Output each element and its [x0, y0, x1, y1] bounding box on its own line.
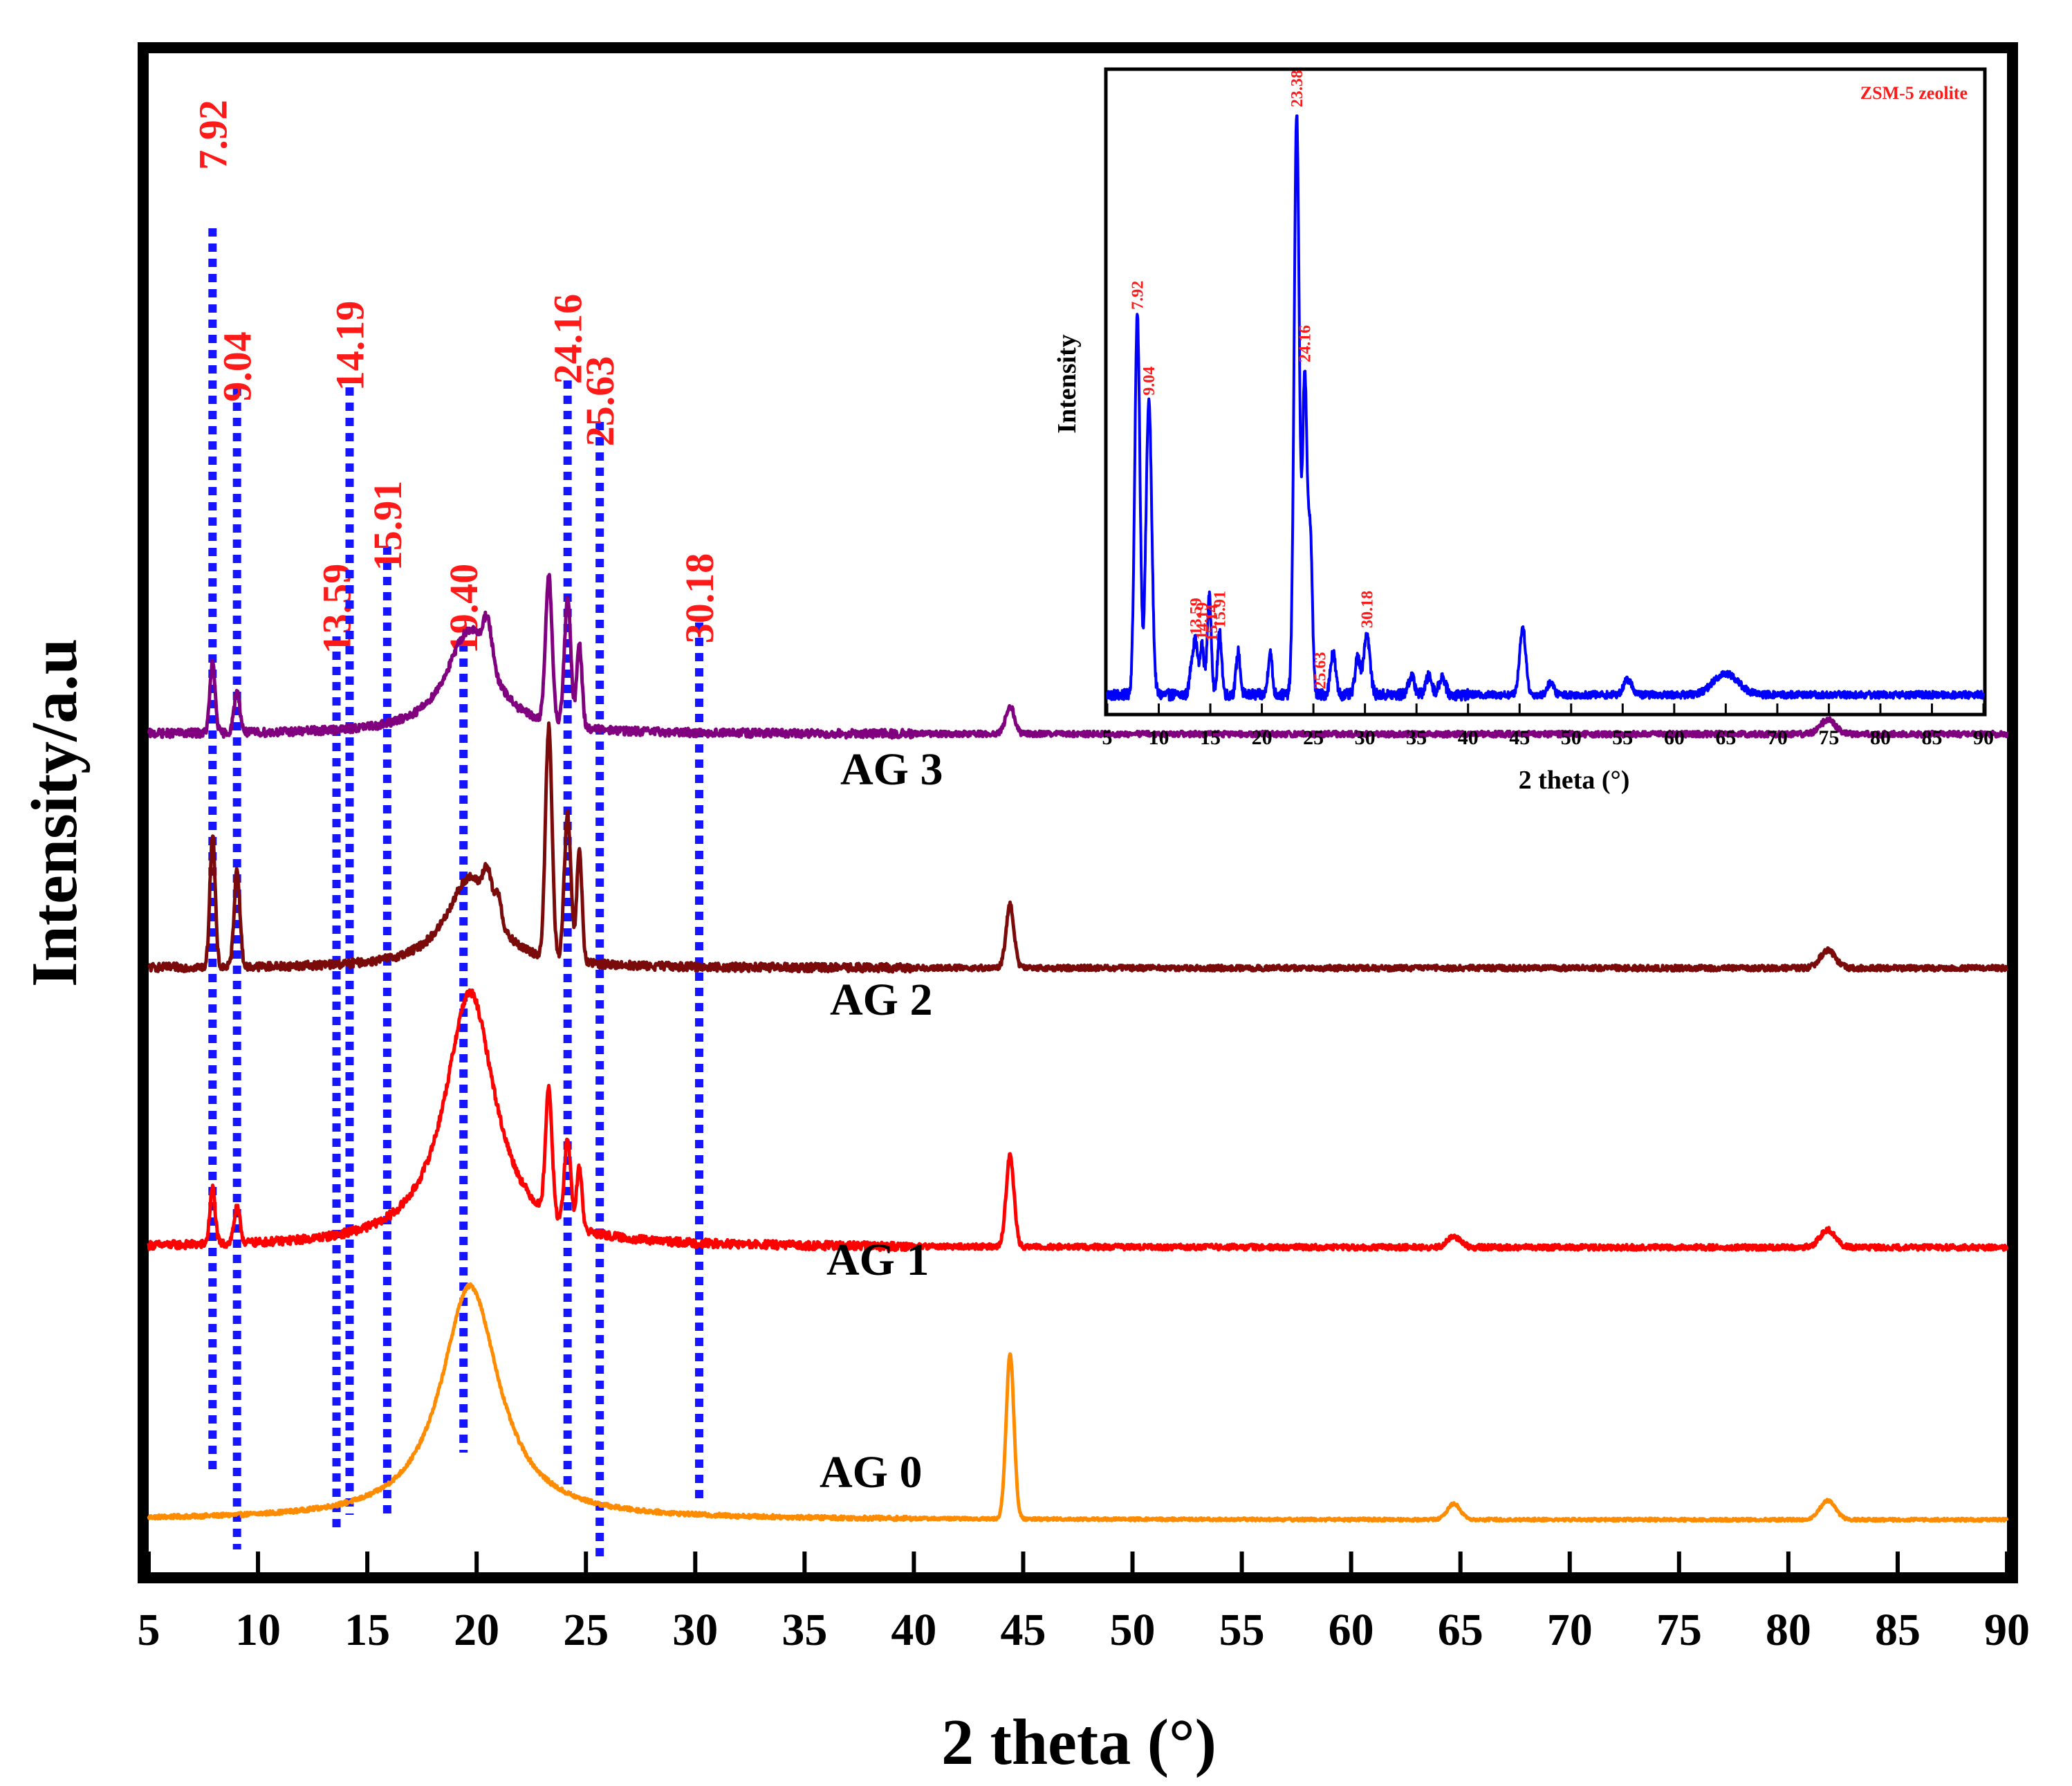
x-tick-label: 5 — [138, 1605, 160, 1655]
series-line-ag-0 — [147, 1282, 2009, 1523]
series-line-ag-1 — [147, 988, 2009, 1253]
x-tick-label: 40 — [891, 1605, 936, 1655]
x-tick-label: 10 — [1149, 726, 1169, 749]
x-tick-label: 60 — [1329, 1605, 1374, 1655]
main-series-group — [147, 573, 2009, 1523]
x-tick-label: 15 — [344, 1605, 390, 1655]
x-tick-label: 65 — [1715, 726, 1736, 749]
inset-peak-label: 13.59 — [1187, 598, 1205, 635]
reference-line-label: 15.91 — [365, 481, 410, 571]
main-plot-frame — [138, 42, 2018, 1583]
x-tick-label: 35 — [781, 1605, 827, 1655]
inset-peak-label: 15.91 — [1212, 591, 1230, 628]
inset-series-group — [1106, 114, 1985, 702]
reference-line-label: 7.92 — [190, 100, 235, 170]
x-tick-label: 45 — [1509, 726, 1530, 749]
x-tick-label: 25 — [1303, 726, 1324, 749]
x-tick-label: 20 — [454, 1605, 499, 1655]
x-tick-label: 10 — [235, 1605, 281, 1655]
x-tick-label: 75 — [1818, 726, 1839, 749]
x-tick-label: 15 — [1200, 726, 1221, 749]
series-line-zsm-5-zeolite — [1106, 114, 1985, 702]
inset-background — [1106, 69, 1985, 715]
x-tick-label: 55 — [1219, 1605, 1265, 1655]
x-tick-label: 75 — [1656, 1605, 1702, 1655]
reference-lines: 7.929.0413.5914.1915.9119.4024.1625.6330… — [190, 100, 722, 1556]
series-labels: AG 0 AG 1 AG 2 AG 3 — [820, 744, 943, 1498]
inset-peak-label: 30.18 — [1358, 591, 1376, 628]
series-line-ag-2 — [147, 721, 2009, 974]
x-tick-label: 45 — [1000, 1605, 1046, 1655]
series-line-ag-3 — [147, 573, 2009, 740]
x-axis-ticks: 5 10 15 20 25 30 35 40 45 50 55 60 65 70 75 80 85 90 — [138, 1552, 2030, 1655]
inset-peak-label: 24.16 — [1297, 325, 1315, 362]
x-tick-label: 25 — [563, 1605, 609, 1655]
x-tick-label: 50 — [1561, 726, 1582, 749]
series-label-ag-0: AG 0 — [820, 1447, 923, 1498]
inset-x-axis-ticks: 5 10 15 20 25 30 35 40 45 50 55 60 65 70 75 80 85 90 — [1102, 703, 1994, 749]
x-tick-label: 90 — [1973, 726, 1994, 749]
x-tick-label: 55 — [1612, 726, 1633, 749]
y-axis-title: Intensity/a.u — [19, 638, 91, 987]
x-tick-label: 70 — [1547, 1605, 1593, 1655]
x-tick-label: 5 — [1102, 726, 1113, 749]
x-tick-label: 80 — [1766, 1605, 1811, 1655]
series-label-ag-2: AG 2 — [830, 975, 933, 1025]
inset-frame — [1104, 67, 1987, 717]
inset-chart: 5 10 15 20 25 30 35 40 45 50 55 60 65 70 75 80 85 90 7.92… — [1053, 67, 1994, 795]
reference-line-label: 24.16 — [546, 294, 591, 385]
inset-x-axis-title: 2 theta (°) — [1519, 766, 1630, 795]
x-tick-label: 40 — [1458, 726, 1479, 749]
x-tick-label: 65 — [1438, 1605, 1483, 1655]
x-tick-label: 20 — [1252, 726, 1273, 749]
x-tick-label: 60 — [1664, 726, 1685, 749]
x-tick-label: 35 — [1406, 726, 1427, 749]
series-label-ag-3: AG 3 — [840, 744, 943, 795]
inset-peak-label: 23.38 — [1288, 70, 1306, 107]
reference-line-label: 14.19 — [328, 301, 373, 392]
reference-line-label: 9.04 — [215, 331, 260, 402]
main-plot: 7.929.0413.5914.1915.9119.4024.1625.6330… — [19, 42, 2030, 1778]
x-tick-label: 85 — [1875, 1605, 1921, 1655]
inset-peak-label: 14.19 — [1194, 602, 1212, 640]
inset-title: ZSM-5 zeolite — [1860, 83, 1968, 103]
inset-peak-label: 25.63 — [1312, 652, 1330, 689]
x-tick-label: 30 — [1355, 726, 1376, 749]
series-label-ag-1: AG 1 — [826, 1235, 929, 1285]
inset-y-axis-title: Intensity — [1053, 334, 1082, 434]
x-tick-label: 50 — [1110, 1605, 1156, 1655]
x-tick-label: 80 — [1870, 726, 1891, 749]
reference-line-label: 30.18 — [677, 553, 722, 644]
x-tick-label: 90 — [1984, 1605, 2030, 1655]
x-axis-title: 2 theta (°) — [941, 1706, 1217, 1778]
x-tick-label: 30 — [672, 1605, 718, 1655]
x-tick-label: 85 — [1921, 726, 1942, 749]
inset-peak-label: 7.92 — [1129, 281, 1147, 310]
x-tick-label: 70 — [1767, 726, 1788, 749]
inset-peak-label: 9.04 — [1140, 367, 1158, 396]
inset-peak-label: 15.14 — [1203, 604, 1221, 641]
reference-line-label: 25.63 — [577, 356, 622, 447]
